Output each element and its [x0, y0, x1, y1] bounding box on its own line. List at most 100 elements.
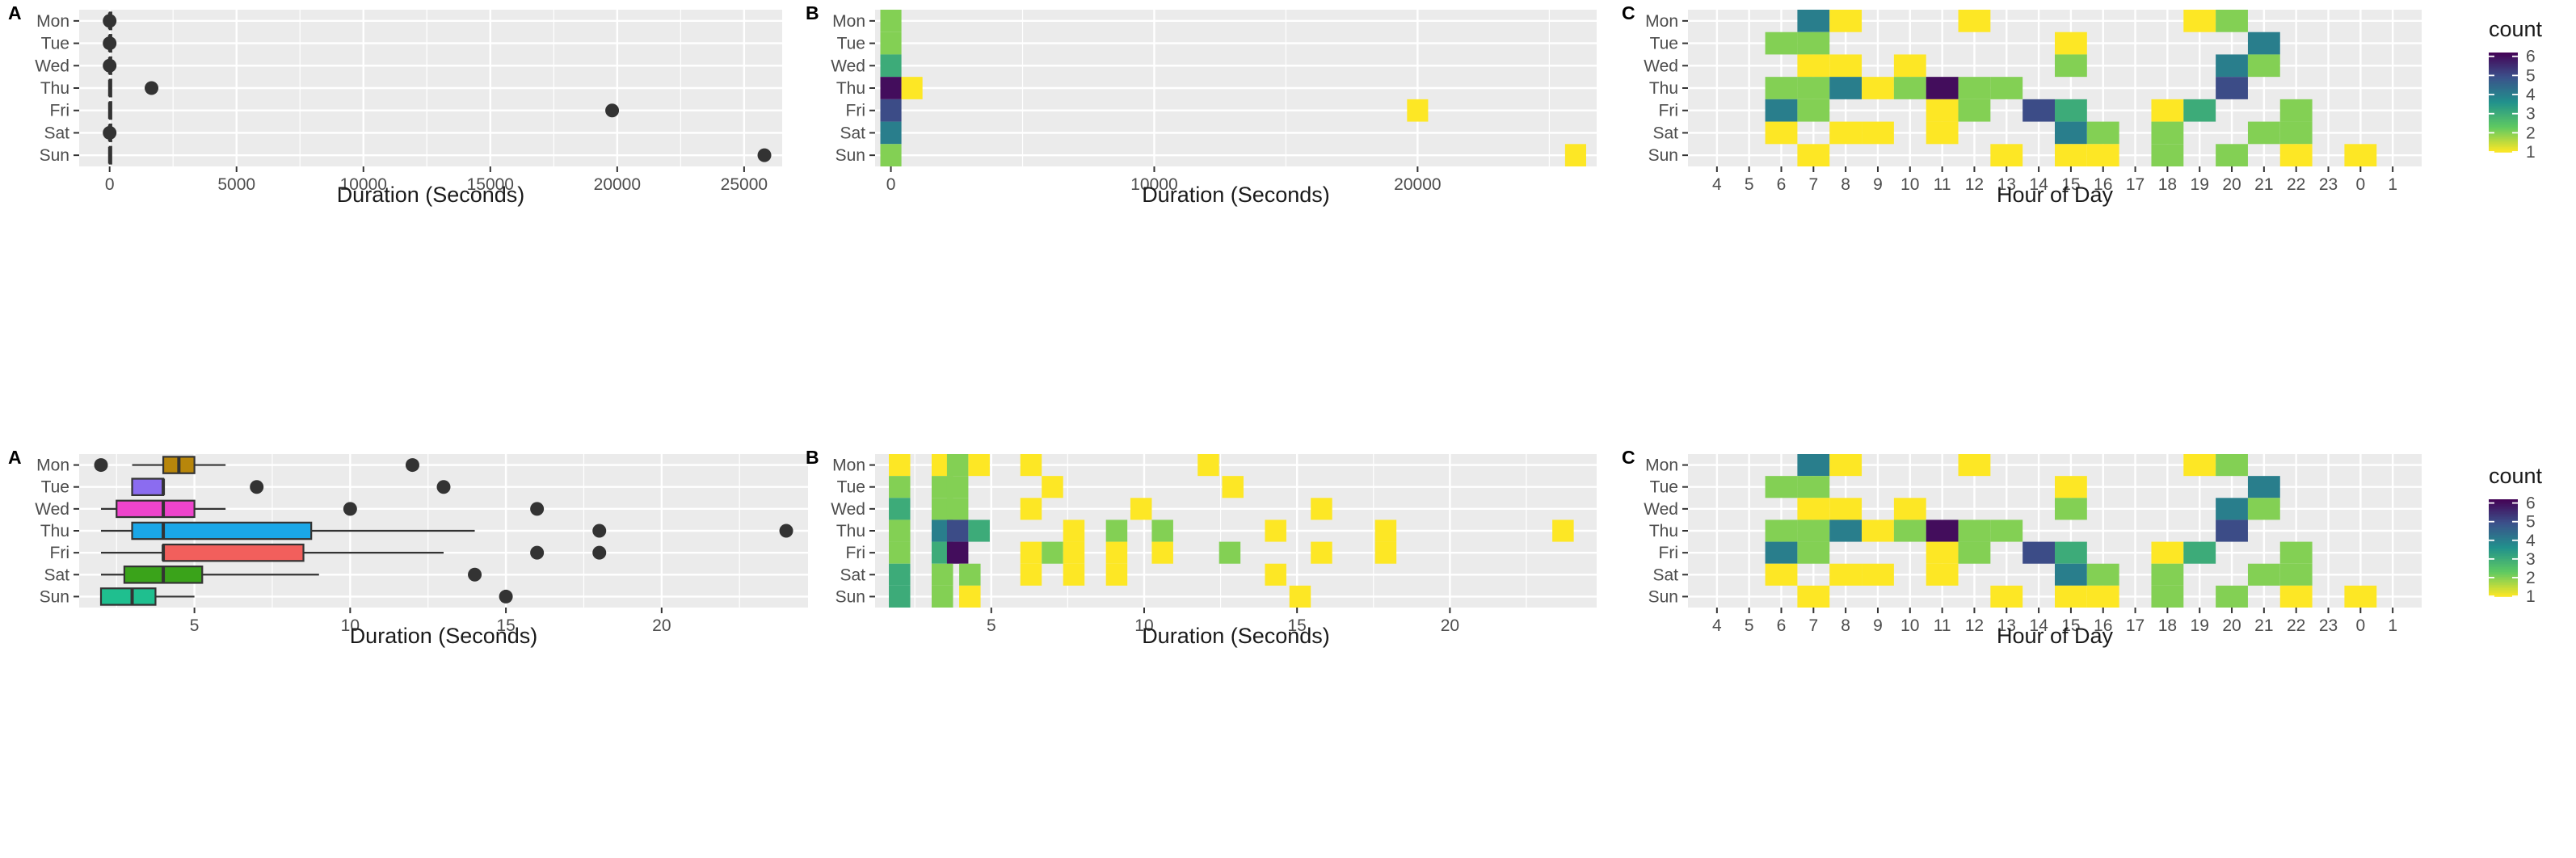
heat-tile	[2022, 99, 2055, 122]
heat-tile	[2055, 476, 2087, 498]
y-tick-label: Sat	[44, 124, 69, 142]
heat-tile	[2216, 54, 2248, 78]
box-sat	[100, 566, 319, 584]
heat-tile	[1020, 454, 1042, 477]
colorbar-segment	[2489, 120, 2518, 123]
x-tick-label: 5000	[217, 175, 255, 194]
heat-tile	[946, 454, 969, 477]
heat-tile	[2086, 563, 2119, 586]
outlier-point	[250, 480, 264, 494]
x-tick-label: 20000	[1394, 175, 1441, 194]
box-wed	[100, 499, 226, 519]
x-tick-label: 5	[1745, 175, 1754, 194]
heat-tile	[1765, 32, 1798, 55]
colorbar-segment	[2489, 512, 2518, 515]
colorbar-segment	[2489, 533, 2518, 536]
outlier-point	[94, 458, 108, 473]
x-axis-label: Duration (Seconds)	[1142, 183, 1330, 207]
heat-tile	[2183, 10, 2216, 32]
heat-tile	[1958, 541, 1991, 564]
colorbar-segment	[2489, 113, 2518, 116]
colorbar-segment	[2489, 56, 2518, 58]
colorbar-segment	[2489, 143, 2518, 146]
x-tick-label: 18	[2158, 616, 2177, 635]
colorbar-segment	[2489, 528, 2518, 531]
y-tick-label: Thu	[1649, 522, 1678, 540]
colorbar-tick-label: 5	[2526, 66, 2536, 85]
heat-tile	[1797, 541, 1830, 564]
colorbar-segment	[2489, 103, 2518, 107]
y-tick-label: Sat	[840, 124, 865, 142]
colorbar-segment	[2489, 569, 2518, 571]
outlier-point	[103, 125, 117, 140]
heat-tile	[1893, 54, 1926, 78]
x-tick-label: 20	[1441, 616, 1459, 635]
colorbar-segment	[2489, 137, 2518, 140]
heat-tile	[1311, 498, 1332, 520]
heat-tile	[1797, 585, 1830, 608]
y-tick-label: Thu	[836, 79, 865, 98]
x-tick-label: 0	[886, 175, 896, 194]
colorbar-segment	[2489, 583, 2518, 586]
heat-tile	[968, 454, 990, 477]
heat-tile	[1222, 476, 1244, 498]
colorbar-segment	[2489, 141, 2518, 145]
colorbar-segment	[2489, 503, 2518, 505]
heat-tile	[2183, 541, 2216, 564]
heat-tile	[1020, 541, 1042, 564]
heat-tile	[2086, 144, 2119, 166]
outlier-point	[468, 567, 482, 582]
heat-tile	[1926, 77, 1959, 99]
heat-tile	[1926, 541, 1959, 564]
y-tick-label: Thu	[1649, 79, 1678, 98]
colorbar-tick-label: 2	[2526, 569, 2536, 587]
box-iqr	[131, 521, 313, 540]
heat-tile	[1265, 519, 1286, 542]
x-tick-label: 15	[496, 616, 515, 635]
colorbar-segment	[2489, 62, 2518, 65]
outlier-point	[530, 545, 545, 560]
heat-tile	[946, 519, 969, 542]
heat-tile	[2151, 121, 2184, 145]
outlier-point	[530, 502, 545, 516]
heat-tile	[2055, 541, 2087, 564]
colorbar-segment	[2489, 148, 2518, 151]
x-tick-label: 22	[2287, 616, 2305, 635]
heat-tile	[1765, 476, 1798, 498]
colorbar-segment	[2489, 517, 2518, 519]
colorbar-segment	[2489, 110, 2518, 113]
x-tick-label: 6	[1777, 616, 1787, 635]
heat-tile	[1130, 498, 1152, 520]
colorbar-segment	[2489, 116, 2518, 120]
heat-tile	[1063, 541, 1085, 564]
y-tick-label: Sun	[836, 146, 865, 165]
heat-tile	[2216, 519, 2248, 542]
colorbar-segment	[2489, 127, 2518, 130]
heat-tile	[1407, 99, 1429, 122]
heat-tile	[1552, 519, 1574, 542]
outlier-point	[757, 148, 772, 162]
legend-title: count	[2489, 464, 2543, 488]
heat-tile	[2055, 99, 2087, 122]
colorbar-segment	[2489, 554, 2518, 557]
colorbar-segment	[2489, 543, 2518, 545]
x-tick-label: 9	[1873, 175, 1883, 194]
panel-b-top: Mon Tue Wed Thu Fri Sat Sun 0 10000 20000 Duration…	[806, 2, 1597, 207]
y-tick-label: Fri	[846, 102, 866, 120]
heat-tile	[889, 519, 911, 542]
y-tick-label: Thu	[836, 522, 865, 540]
colorbar-segment	[2489, 559, 2518, 561]
x-tick-label: 10	[1900, 175, 1919, 194]
colorbar-tick-label: 1	[2526, 143, 2536, 162]
x-tick-label: 11	[1934, 616, 1951, 635]
x-tick-label: 13	[1997, 616, 2016, 635]
colorbar-segment	[2489, 78, 2518, 82]
heat-tile	[1926, 99, 1959, 122]
heat-tile	[1926, 121, 1959, 145]
panel-a-top: Mon Tue Wed Thu Fri Sat Sun 0 5000 10000 15000 2000…	[8, 2, 782, 207]
colorbar-segment	[2489, 509, 2518, 511]
heat-tile	[2247, 498, 2280, 520]
colorbar-tick-label: 3	[2526, 550, 2536, 569]
heat-tile	[2055, 121, 2087, 145]
y-tick-label: Wed	[35, 57, 69, 75]
